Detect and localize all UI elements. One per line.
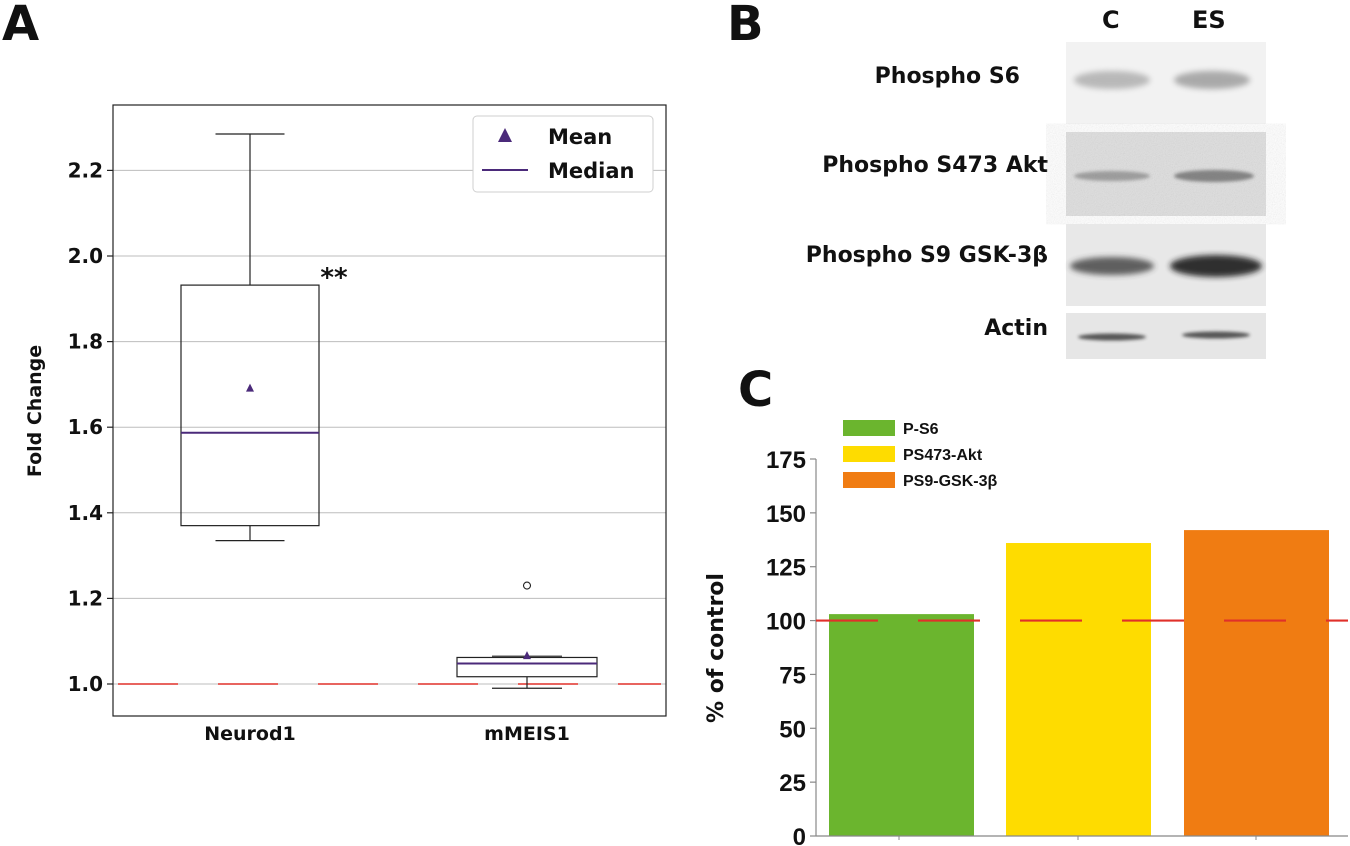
y-tick-label-1.8: 1.8	[68, 330, 103, 354]
y-tick-label-2.2: 2.2	[68, 158, 103, 182]
lane-label-control: C	[1102, 6, 1120, 34]
panel-letter-a: A	[2, 0, 40, 52]
blot-label-actin: Actin	[984, 316, 1048, 341]
y-tick-label-1.2: 1.2	[68, 586, 103, 610]
legend-mean-label: Mean	[548, 125, 612, 149]
blot-label-phospho-s9-gsk3b: Phospho S9 GSK-3β	[805, 243, 1048, 268]
significance-marker: **	[320, 263, 348, 293]
outlier-mmeis1-0	[522, 581, 532, 590]
boxplot-frame	[112, 104, 667, 717]
mean-marker-neurod1	[246, 383, 254, 392]
legend-mean-marker	[498, 128, 512, 142]
y-tick-label-1.6: 1.6	[68, 415, 103, 439]
boxplot-y-axis-label: Fold Change	[24, 345, 46, 477]
panel-letter-b: B	[727, 0, 764, 52]
y-tick-label-2.0: 2.0	[68, 244, 103, 268]
legend-median-label: Median	[548, 159, 635, 183]
x-tick-label-mmeis1: mMEIS1	[484, 723, 570, 745]
box-mmeis1	[456, 656, 598, 678]
blot-label-phospho-s473-akt: Phospho S473 Akt	[822, 153, 1048, 178]
mean-marker-mmeis1	[523, 651, 531, 660]
lane-label-es: ES	[1192, 6, 1226, 34]
box-neurod1	[180, 284, 320, 527]
y-tick-label-1.0: 1.0	[68, 672, 103, 696]
y-tick-label-1.4: 1.4	[68, 501, 103, 525]
blot-label-phospho-s6: Phospho S6	[874, 64, 1020, 89]
panel-letter-c: C	[738, 362, 774, 418]
x-tick-label-neurod1: Neurod1	[204, 723, 296, 745]
boxplot-legend: Mean Median	[472, 115, 654, 193]
